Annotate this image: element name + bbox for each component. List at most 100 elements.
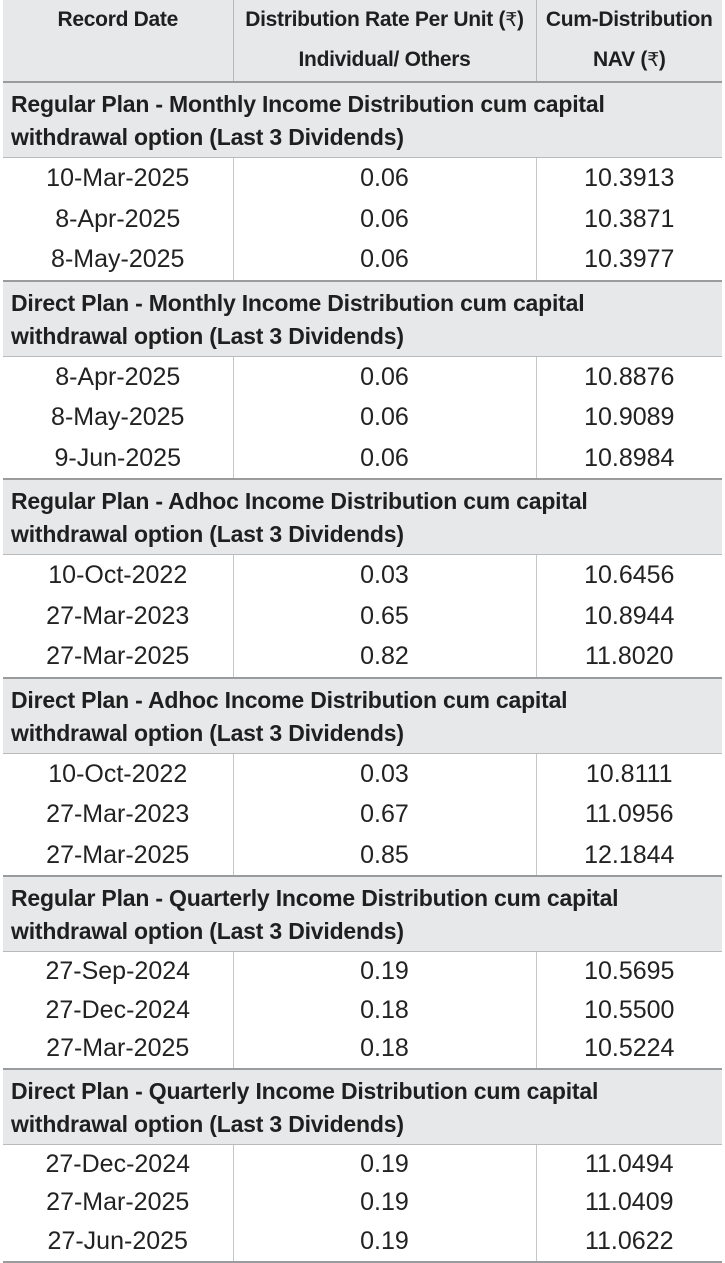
- nav-cell: 11.0409: [536, 1183, 722, 1222]
- nav-cell: 10.8111: [536, 753, 722, 794]
- nav-cell: 10.8876: [536, 356, 722, 397]
- distribution-rate-cell: 0.06: [233, 157, 537, 199]
- nav-cell: 12.1844: [536, 834, 722, 876]
- distribution-rate-cell: 0.06: [233, 198, 537, 239]
- header-nav-label: Cum-Distribution: [545, 8, 713, 31]
- section-heading-row: Direct Plan - Monthly Income Distributio…: [3, 279, 722, 357]
- record-date-cell: 8-Apr-2025: [3, 356, 234, 397]
- section-title-line2: withdrawal option (Last 3 Dividends): [11, 521, 404, 547]
- table-row: 27-Mar-2023 0.65 10.8944: [3, 595, 722, 636]
- table-row: 27-Mar-2025 0.82 11.8020: [3, 636, 722, 678]
- section-heading: Direct Plan - Quarterly Income Distribut…: [3, 1067, 722, 1145]
- distribution-rate-cell: 0.19: [233, 1221, 537, 1262]
- nav-cell: 10.5695: [536, 951, 722, 991]
- header-rate-label: Distribution Rate Per Unit: [245, 8, 493, 31]
- distribution-rate-cell: 0.18: [233, 990, 537, 1030]
- record-date-cell: 27-Mar-2023: [3, 595, 234, 636]
- section-heading-row: Direct Plan - Quarterly Income Distribut…: [3, 1067, 722, 1145]
- table-row: 10-Oct-2022 0.03 10.8111: [3, 753, 722, 794]
- nav-cell: 11.0622: [536, 1221, 722, 1262]
- section-title-line2: withdrawal option (Last 3 Dividends): [11, 1110, 404, 1137]
- record-date-cell: 8-May-2025: [3, 239, 234, 281]
- record-date-cell: 27-Dec-2024: [3, 990, 234, 1030]
- distribution-rate-cell: 0.65: [233, 595, 537, 636]
- section-heading-row: Direct Plan - Adhoc Income Distribution …: [3, 676, 722, 754]
- section-title-line1: Direct Plan - Adhoc Income Distribution …: [11, 686, 568, 713]
- distribution-rate-cell: 0.85: [233, 834, 537, 876]
- section-title-line2: withdrawal option (Last 3 Dividends): [11, 918, 404, 944]
- record-date-cell: 10-Oct-2022: [3, 554, 234, 596]
- table-row: 27-Sep-2024 0.19 10.5695: [3, 951, 722, 991]
- section-title-line2: withdrawal option (Last 3 Dividends): [11, 124, 404, 150]
- nav-cell: 10.3977: [536, 239, 722, 281]
- distribution-rate-cell: 0.06: [233, 437, 537, 479]
- record-date-cell: 27-Mar-2023: [3, 794, 234, 835]
- header-nav-sublabel: NAV: [592, 48, 635, 71]
- distribution-rate-cell: 0.82: [233, 636, 537, 678]
- table-header: Record Date Distribution Rate Per Unit (…: [3, 0, 722, 82]
- distribution-rate-cell: 0.03: [233, 554, 537, 596]
- distribution-rate-cell: 0.67: [233, 794, 537, 835]
- table-row: 8-May-2025 0.06 10.9089: [3, 397, 722, 438]
- section-title-line2: withdrawal option (Last 3 Dividends): [11, 719, 404, 746]
- record-date-cell: 10-Mar-2025: [3, 157, 234, 199]
- nav-cell: 10.9089: [536, 397, 722, 438]
- table-row: 27-Mar-2025 0.18 10.5224: [3, 1029, 722, 1069]
- record-date-cell: 8-May-2025: [3, 397, 234, 438]
- section-heading-row: Regular Plan - Quarterly Income Distribu…: [3, 875, 722, 952]
- section-heading: Direct Plan - Adhoc Income Distribution …: [3, 676, 722, 754]
- section-heading-row: Regular Plan - Adhoc Income Distribution…: [3, 478, 722, 555]
- record-date-cell: 27-Sep-2024: [3, 951, 234, 991]
- record-date-cell: 27-Mar-2025: [3, 636, 234, 678]
- table-row: 27-Jun-2025 0.19 11.0622: [3, 1221, 722, 1262]
- section-heading: Regular Plan - Monthly Income Distributi…: [3, 81, 722, 158]
- record-date-cell: 9-Jun-2025: [3, 437, 234, 479]
- header-rate-sublabel: Individual/ Others: [298, 48, 471, 71]
- section-heading: Regular Plan - Adhoc Income Distribution…: [3, 478, 722, 555]
- table-body: Regular Plan - Monthly Income Distributi…: [3, 81, 722, 1262]
- section-heading-row: Regular Plan - Monthly Income Distributi…: [3, 81, 722, 158]
- table-row: 27-Dec-2024 0.19 11.0494: [3, 1144, 722, 1184]
- distribution-rate-cell: 0.06: [233, 397, 537, 438]
- rupee-icon: ₹: [647, 49, 659, 71]
- distribution-rate-cell: 0.19: [233, 951, 537, 991]
- nav-cell: 11.8020: [536, 636, 722, 678]
- table-row: 10-Mar-2025 0.06 10.3913: [3, 157, 722, 199]
- distribution-rate-cell: 0.06: [233, 239, 537, 281]
- nav-cell: 10.3913: [536, 157, 722, 199]
- distribution-rate-cell: 0.19: [233, 1183, 537, 1222]
- record-date-cell: 27-Mar-2025: [3, 834, 234, 876]
- header-cum-distribution-nav: Cum-Distribution NAV (₹): [536, 0, 722, 82]
- section-title-line2: withdrawal option (Last 3 Dividends): [11, 322, 404, 349]
- record-date-cell: 27-Jun-2025: [3, 1221, 234, 1262]
- record-date-cell: 27-Mar-2025: [3, 1029, 234, 1069]
- header-record-date: Record Date: [3, 0, 234, 82]
- record-date-cell: 10-Oct-2022: [3, 753, 234, 794]
- table-row: 10-Oct-2022 0.03 10.6456: [3, 554, 722, 596]
- table-row: 9-Jun-2025 0.06 10.8984: [3, 437, 722, 479]
- distribution-rate-cell: 0.19: [233, 1144, 537, 1184]
- table-row: 27-Mar-2025 0.19 11.0409: [3, 1183, 722, 1222]
- header-row: Record Date Distribution Rate Per Unit (…: [3, 0, 722, 82]
- header-record-date-label: Record Date: [57, 8, 179, 31]
- table-row: 8-Apr-2025 0.06 10.8876: [3, 356, 722, 397]
- section-title-line1: Regular Plan - Monthly Income Distributi…: [11, 91, 605, 117]
- section-heading: Regular Plan - Quarterly Income Distribu…: [3, 875, 722, 952]
- record-date-cell: 8-Apr-2025: [3, 198, 234, 239]
- distribution-rate-cell: 0.18: [233, 1029, 537, 1069]
- nav-cell: 11.0494: [536, 1144, 722, 1184]
- table-row: 8-May-2025 0.06 10.3977: [3, 239, 722, 281]
- section-title-line1: Regular Plan - Adhoc Income Distribution…: [11, 488, 588, 514]
- table-row: 8-Apr-2025 0.06 10.3871: [3, 198, 722, 239]
- distribution-history: Record Date Distribution Rate Per Unit (…: [3, 0, 722, 1263]
- distribution-rate-cell: 0.03: [233, 753, 537, 794]
- table-row: 27-Dec-2024 0.18 10.5500: [3, 990, 722, 1030]
- section-title-line1: Direct Plan - Quarterly Income Distribut…: [11, 1077, 599, 1104]
- distribution-rate-cell: 0.06: [233, 356, 537, 397]
- nav-cell: 11.0956: [536, 794, 722, 835]
- table-row: 27-Mar-2023 0.67 11.0956: [3, 794, 722, 835]
- section-title-line1: Regular Plan - Quarterly Income Distribu…: [11, 885, 619, 911]
- header-distribution-rate: Distribution Rate Per Unit (₹) Individua…: [233, 0, 537, 82]
- section-title-line1: Direct Plan - Monthly Income Distributio…: [11, 289, 585, 316]
- nav-cell: 10.8944: [536, 595, 722, 636]
